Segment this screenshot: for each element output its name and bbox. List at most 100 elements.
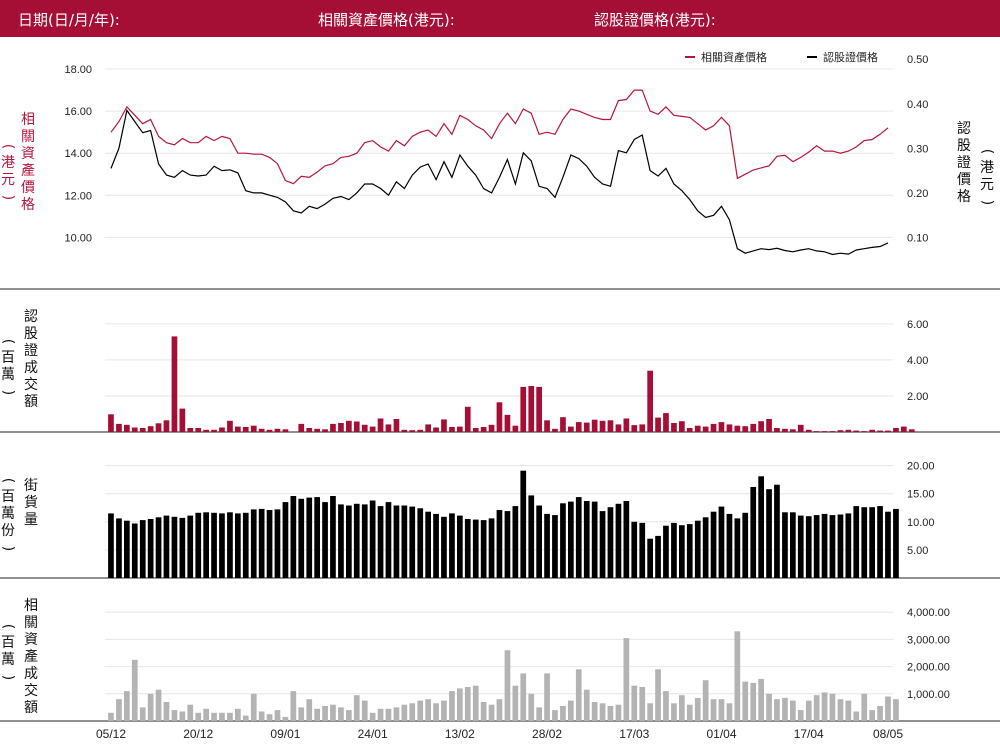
underlying-turnover-bar [591, 702, 598, 721]
warrant-turnover-bar [124, 424, 130, 432]
underlying-turnover-bar [441, 700, 447, 721]
underlying-turnover-bar [837, 699, 844, 721]
warrant-turnover-bar [829, 431, 836, 432]
warrant-turnover-bar [306, 428, 313, 432]
warrant-turnover-bar [139, 428, 146, 432]
warrant-turnover-bar [877, 430, 883, 432]
street-outstanding-bar [393, 505, 400, 578]
warrant-turnover-bar [266, 429, 273, 432]
underlying-turnover-bar [488, 704, 495, 721]
street-outstanding-bar [790, 512, 796, 578]
underlying-turnover-bar [353, 695, 360, 721]
street-outstanding-bar [726, 513, 733, 578]
underlying-turnover-axis-label: 相 關 資 產 成 交 額 [24, 598, 38, 717]
street-unit-label: ( 百 萬 份 ) [0, 477, 17, 552]
warrant-turnover-bar [560, 417, 566, 432]
underlying-turnover-bar [805, 700, 812, 721]
street-outstanding-bar [464, 519, 471, 578]
underlying-turnover-bar [710, 699, 717, 721]
underlying-turnover-bar [147, 693, 154, 721]
warrant-turnover-bar [353, 421, 360, 432]
street-outstanding-bar [472, 519, 479, 578]
underlying-turnover-bar [346, 710, 352, 721]
street-outstanding-bar [536, 505, 542, 578]
underlying-turnover-bar [671, 703, 677, 721]
underlying-turnover-bar [694, 697, 701, 721]
street-outstanding-bar [877, 506, 883, 578]
underlying-turnover-bar [552, 710, 558, 721]
underlying-turnover-bar [361, 700, 368, 721]
street-outstanding-bar [869, 507, 875, 578]
warrant-turnover-bar [623, 418, 630, 432]
underlying-turnover-bar [108, 712, 114, 721]
underlying-turnover-bar [639, 687, 646, 721]
underlying-turnover-bar [686, 704, 693, 721]
warrant-turnover-bar [377, 418, 384, 432]
underlying-turnover-bar [258, 711, 265, 721]
street-outstanding-bar [805, 516, 812, 578]
street-outstanding-bar [837, 514, 844, 578]
street-outstanding-bar [338, 504, 344, 578]
underlying-turnover-bar [227, 712, 233, 721]
warrant-turnover-bar [790, 429, 796, 432]
warrant-turnover-bar [679, 421, 685, 432]
underlying-turnover-bar [116, 699, 122, 721]
underlying-turnover-tick-label: 4,000.00 [907, 607, 950, 619]
street-outstanding-bar [417, 508, 424, 578]
underlying-turnover-bar [623, 638, 630, 721]
warrant-turnover-bar [346, 420, 352, 432]
underlying-turnover-bar [409, 703, 416, 721]
underlying-price-line [110, 89, 889, 185]
warrant-turnover-bar [647, 370, 653, 432]
underlying-turnover-bar [647, 703, 653, 721]
warrant-turnover-bar [528, 386, 535, 432]
x-axis-tick-label: 05/12 [96, 727, 126, 741]
underlying-turnover-bar [330, 704, 336, 721]
street-outstanding-bar [227, 512, 233, 578]
street-outstanding-bar [488, 518, 495, 578]
underlying-turnover-bar [845, 700, 852, 721]
warrant-turnover-bar [187, 428, 194, 432]
underlying-turnover-bar [663, 691, 669, 721]
warrant-turnover-axis-title: 認 股 證 成 交 額 [24, 309, 38, 410]
warrant-turnover-bar [195, 428, 202, 432]
warrant-turnover-bar [235, 426, 241, 432]
underlying-turnover-bar [575, 669, 582, 721]
warrant-turnover-bar [425, 424, 431, 432]
warrant-turnover-tick-label: 4.00 [907, 355, 928, 367]
warrant-turnover-bar [718, 422, 725, 432]
underlying-turnover-bar [718, 699, 725, 721]
street-outstanding-bar [353, 503, 360, 578]
underlying-turnover-bar [504, 650, 511, 721]
underlying-turnover-bar [583, 689, 590, 721]
warrant-turnover-bar [314, 428, 320, 432]
warrant-turnover-bar [369, 426, 376, 432]
street-outstanding-bar [480, 520, 487, 578]
underlying-turnover-bar [750, 682, 757, 721]
warrant-turnover-bar [901, 426, 907, 432]
warrant-turnover-bar [258, 428, 265, 432]
warrant-turnover-axis-label: 認 股 證 成 交 額 [24, 309, 38, 411]
street-outstanding-bar [575, 497, 582, 578]
warrant-turnover-bar [520, 386, 527, 432]
underlying-turnover-bar [250, 693, 257, 721]
underlying-turnover-bar [124, 691, 130, 721]
underlying-turnover-bar [290, 691, 297, 721]
underlying-turnover-bar [235, 708, 241, 721]
warrant-turnover-bar [449, 427, 455, 432]
warrant-turnover-bar [409, 430, 416, 432]
warrant-turnover-bar [575, 422, 582, 432]
street-outstanding-bar [829, 515, 836, 578]
warrant-turnover-bar [488, 424, 495, 432]
street-outstanding-bar [853, 506, 860, 578]
street-outstanding-bar [710, 511, 717, 578]
warrant-turnover-bar [171, 336, 178, 432]
warrant-turnover-bar [639, 424, 646, 432]
underlying-turnover-bar [702, 680, 709, 721]
warrant-turnover-bar [908, 429, 915, 432]
street-axis-title: 街 貨 量 [24, 478, 38, 528]
street-outstanding-bar [155, 517, 162, 578]
warrant-turnover-bar [274, 428, 281, 432]
underlying-turnover-bar [599, 703, 606, 721]
